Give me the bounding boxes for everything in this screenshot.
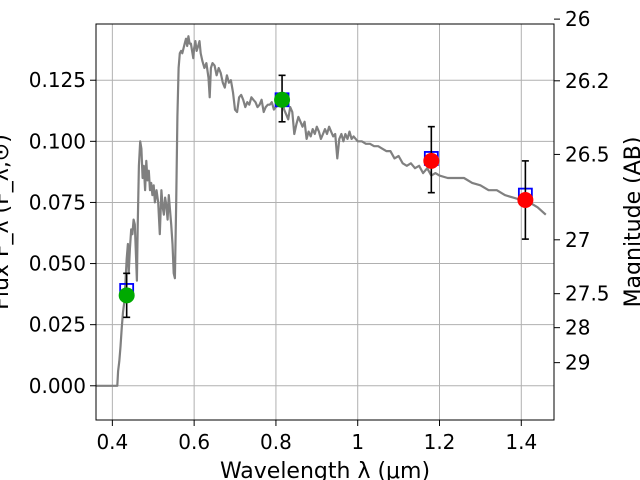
observed-photometry-point [274, 91, 291, 108]
y2-tick-label: 27.5 [565, 282, 610, 306]
y-tick-label: 0.100 [29, 129, 86, 153]
observed-photometry-point [423, 152, 440, 169]
y2-tick-label: 26.5 [565, 142, 610, 166]
y-tick-label: 0.125 [29, 68, 86, 92]
x-tick-label: 0.6 [178, 430, 210, 454]
observed-photometry-point [118, 287, 135, 304]
y2-tick-label: 26.2 [565, 69, 610, 93]
y-tick-label: 0.000 [29, 374, 86, 398]
axes: 0.4 0.6 0.8 1 1.2 1.4 0.000 0.025 0.050 0.075 0.10… [29, 7, 610, 454]
y-axis-title: Flux F_λ (F_λ,⊙) [0, 134, 14, 310]
x-axis-title: Wavelength λ (μm) [220, 459, 430, 480]
y2-tick-label: 28 [565, 316, 590, 340]
observed-photometry-point [517, 192, 534, 208]
x-tick-label: 1.4 [505, 430, 537, 454]
spectrum-line [96, 35, 547, 387]
x-tick-label: 0.8 [260, 430, 292, 454]
x-tick-label: 1 [351, 430, 364, 454]
x-tick-label: 1.2 [424, 430, 456, 454]
plot-area [96, 35, 547, 387]
y-tick-label: 0.025 [29, 313, 86, 337]
plot-frame [95, 23, 555, 421]
y2-tick-label: 27 [565, 228, 590, 252]
y2-axis-title: Magnitude (AB) [621, 137, 640, 308]
y2-tick-label: 29 [565, 351, 590, 375]
y2-tick-label: 26 [565, 7, 590, 31]
y-tick-label: 0.050 [29, 252, 86, 276]
x-tick-label: 0.4 [96, 430, 128, 454]
y-tick-label: 0.075 [29, 190, 86, 214]
